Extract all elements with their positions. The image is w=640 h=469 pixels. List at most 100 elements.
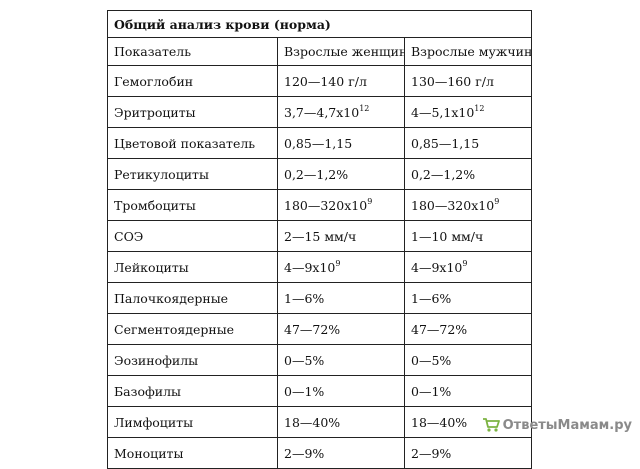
indicator-name: Лейкоциты (107, 251, 278, 283)
indicator-name: Эозинофилы (107, 344, 278, 376)
indicator-name-value: Ретикулоциты (114, 166, 209, 182)
header-women: Взрослые женщины (277, 37, 405, 66)
women-norm: 0—5% (277, 344, 405, 376)
indicator-name-value: СОЭ (114, 228, 144, 244)
women-norm: 3,7—4,7х1012 (277, 96, 405, 128)
women-norm-value: 120—140 г/л (284, 73, 367, 89)
men-norm-value: 4—9х10 (411, 259, 463, 275)
women-norm: 0—1% (277, 375, 405, 407)
men-norm: 0,85—1,15 (403, 127, 533, 159)
indicator-name-value: Гемоглобин (114, 73, 194, 89)
indicator-name-value: Сегментоядерные (114, 321, 235, 337)
indicator-name: Моноциты (107, 437, 278, 469)
women-norm: 2—9% (277, 437, 405, 469)
table-row: Тромбоциты 180—320х109 180—320х109 (107, 189, 533, 221)
men-norm: 1—6% (403, 282, 533, 314)
men-norm-value: 0—5% (411, 352, 452, 368)
men-norm-exponent: 9 (494, 196, 500, 206)
men-norm-value: 0,2—1,2% (411, 166, 476, 182)
men-norm-value: 180—320х10 (411, 197, 495, 213)
table-title: Общий анализ крови (норма) (106, 10, 533, 38)
men-norm-value: 130—160 г/л (411, 73, 494, 89)
men-norm: 1—10 мм/ч (403, 220, 533, 252)
men-norm: 47—72% (403, 313, 533, 345)
women-norm-value: 3,7—4,7х10 (284, 104, 360, 120)
men-norm: 4—5,1х1012 (403, 96, 533, 128)
men-norm: 130—160 г/л (403, 65, 533, 97)
indicator-name: Эритроциты (107, 96, 278, 128)
men-norm: 180—320х109 (403, 189, 533, 221)
table-row: Базофилы 0—1% 0—1% (107, 375, 533, 407)
table-row: Лимфоциты 18—40% 18—40% (107, 406, 533, 438)
men-norm: 0—1% (403, 375, 533, 407)
table-row: Цветовой показатель 0,85—1,15 0,85—1,15 (107, 127, 533, 159)
header-men: Взрослые мужчины (403, 37, 533, 66)
men-norm: 4—9х109 (403, 251, 533, 283)
men-norm-value: 1—10 мм/ч (411, 228, 484, 244)
table-row: Ретикулоциты 0,2—1,2% 0,2—1,2% (107, 158, 533, 190)
indicator-name: Лимфоциты (107, 406, 278, 438)
indicator-name: СОЭ (107, 220, 278, 252)
table-row: Палочкоядерные 1—6% 1—6% (107, 282, 533, 314)
women-norm: 47—72% (277, 313, 405, 345)
site-watermark: ОтветыМамам.ру (482, 417, 632, 433)
women-norm-value: 0—1% (284, 383, 325, 399)
women-norm-exponent: 9 (335, 258, 341, 268)
women-norm-exponent: 9 (367, 196, 373, 206)
indicator-name-value: Эритроциты (114, 104, 196, 120)
women-norm: 0,85—1,15 (277, 127, 405, 159)
women-norm: 0,2—1,2% (277, 158, 405, 190)
indicator-name: Сегментоядерные (107, 313, 278, 345)
men-norm: 18—40% (403, 406, 533, 438)
header-indicator: Показатель (107, 37, 278, 66)
men-norm-value: 4—5,1х10 (411, 104, 475, 120)
women-norm-value: 18—40% (284, 414, 341, 430)
table-row: Эозинофилы 0—5% 0—5% (107, 344, 533, 376)
table-title-row: Общий анализ крови (норма) (106, 10, 533, 38)
men-norm-value: 2—9% (411, 445, 452, 461)
women-norm-value: 0—5% (284, 352, 325, 368)
blood-test-table: Общий анализ крови (норма) Показатель Вз… (106, 10, 533, 469)
men-norm-value: 18—40% (411, 414, 468, 430)
table-row: СОЭ 2—15 мм/ч 1—10 мм/ч (107, 220, 533, 252)
men-norm-exponent: 9 (462, 258, 468, 268)
indicator-name-value: Цветовой показатель (114, 135, 256, 151)
table-row: Гемоглобин 120—140 г/л 130—160 г/л (107, 65, 533, 97)
table-row: Лейкоциты 4—9х109 4—9х109 (107, 251, 533, 283)
shopping-cart-icon (482, 418, 500, 432)
men-norm-value: 1—6% (411, 290, 452, 306)
women-norm-value: 180—320х10 (284, 197, 368, 213)
table-row: Сегментоядерные 47—72% 47—72% (107, 313, 533, 345)
men-norm-exponent: 12 (474, 103, 485, 113)
women-norm: 180—320х109 (277, 189, 405, 221)
women-norm-value: 47—72% (284, 321, 341, 337)
indicator-name-value: Тромбоциты (114, 197, 196, 213)
indicator-name-value: Базофилы (114, 383, 181, 399)
indicator-name: Гемоглобин (107, 65, 278, 97)
indicator-name-value: Эозинофилы (114, 352, 199, 368)
men-norm-value: 47—72% (411, 321, 468, 337)
women-norm-exponent: 12 (359, 103, 370, 113)
women-norm: 18—40% (277, 406, 405, 438)
men-norm-value: 0,85—1,15 (411, 135, 480, 151)
indicator-name: Тромбоциты (107, 189, 278, 221)
women-norm: 120—140 г/л (277, 65, 405, 97)
women-norm-value: 4—9х10 (284, 259, 336, 275)
men-norm-value: 0—1% (411, 383, 452, 399)
blood-test-table-container: Общий анализ крови (норма) Показатель Вз… (106, 10, 533, 469)
indicator-name: Цветовой показатель (107, 127, 278, 159)
indicator-name-value: Лейкоциты (114, 259, 189, 275)
women-norm-value: 2—9% (284, 445, 325, 461)
men-norm: 2—9% (403, 437, 533, 469)
women-norm: 4—9х109 (277, 251, 405, 283)
watermark-text: ОтветыМамам.ру (502, 417, 632, 433)
women-norm-value: 2—15 мм/ч (284, 228, 357, 244)
women-norm-value: 1—6% (284, 290, 325, 306)
women-norm-value: 0,2—1,2% (284, 166, 349, 182)
women-norm: 2—15 мм/ч (277, 220, 405, 252)
table-row: Эритроциты 3,7—4,7х1012 4—5,1х1012 (107, 96, 533, 128)
indicator-name-value: Палочкоядерные (114, 290, 229, 306)
table-row: Моноциты 2—9% 2—9% (107, 437, 533, 469)
women-norm-value: 0,85—1,15 (284, 135, 353, 151)
table-header-row: Показатель Взрослые женщины Взрослые муж… (107, 37, 533, 66)
